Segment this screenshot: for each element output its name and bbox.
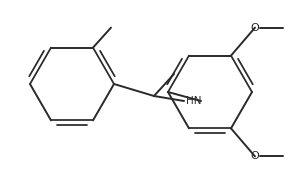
Text: O: O [251,23,259,33]
Text: HN: HN [186,96,201,106]
Text: O: O [251,151,259,161]
